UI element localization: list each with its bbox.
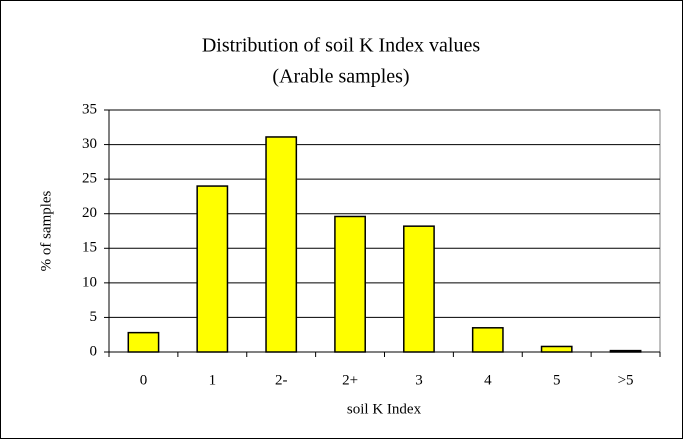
y-tick-label: 5 (90, 309, 98, 325)
plot-area (108, 109, 661, 353)
x-axis-label: soil K Index (347, 401, 422, 417)
x-tick-label: 2- (275, 372, 288, 388)
y-tick-label: 10 (82, 274, 97, 290)
x-tick-label: 0 (140, 372, 148, 388)
y-tick-label: 25 (82, 171, 97, 187)
x-tick-label: 3 (415, 372, 423, 388)
x-tick-label: >5 (618, 372, 634, 388)
y-tick-label: 20 (82, 205, 97, 221)
x-tick-label: 1 (209, 372, 217, 388)
y-tick-label: 35 (82, 101, 97, 117)
bar (127, 331, 160, 353)
bar (540, 345, 573, 353)
bar (196, 185, 229, 353)
bar (471, 327, 504, 353)
x-tick-label: 4 (484, 372, 492, 388)
chart-subtitle: (Arable samples) (272, 66, 409, 88)
y-tick-label: 15 (82, 240, 97, 256)
y-tick-label: 0 (90, 343, 98, 359)
x-tick-label: 5 (553, 372, 561, 388)
bar (403, 225, 435, 353)
bar (334, 215, 366, 353)
x-tick-label: 2+ (342, 372, 358, 388)
bar (265, 136, 298, 353)
y-axis-label: % of samples (38, 190, 54, 271)
bar (609, 349, 642, 353)
y-tick-label: 30 (82, 136, 97, 152)
chart-title: Distribution of soil K Index values (202, 35, 481, 57)
